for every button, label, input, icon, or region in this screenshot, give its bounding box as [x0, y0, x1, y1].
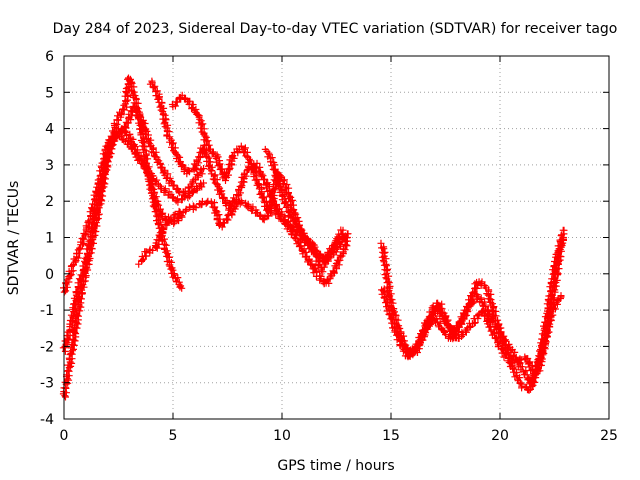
series-markers [103, 132, 207, 206]
series-track-8 [261, 145, 347, 265]
series-track-12 [400, 292, 565, 379]
y-tick-label: -4 [40, 412, 54, 428]
y-tick-labels: -4 -3 -2 -1 0 1 2 3 4 5 6 [40, 49, 54, 428]
y-tick-label: 5 [45, 85, 54, 101]
y-axis-label: SDTVAR / TECUs [6, 181, 22, 296]
x-tick-label: 20 [491, 428, 509, 444]
x-tick-labels: 0 5 10 15 20 25 [60, 428, 618, 444]
series-track-7 [207, 197, 351, 288]
data-series [59, 74, 568, 401]
grid-lines [64, 56, 609, 419]
x-tick-label: 5 [169, 428, 178, 444]
y-tick-label: 0 [45, 267, 54, 283]
series-markers [135, 197, 212, 268]
y-tick-label: -1 [40, 303, 54, 319]
axis-ticks [63, 55, 610, 420]
series-track-4 [103, 132, 207, 206]
y-tick-label: 1 [45, 231, 54, 247]
y-tick-label: 6 [45, 49, 54, 65]
series-markers [261, 145, 347, 265]
chart-title: Day 284 of 2023, Sidereal Day-to-day VTE… [53, 21, 618, 37]
x-tick-label: 10 [273, 428, 291, 444]
x-tick-label: 25 [600, 428, 618, 444]
series-markers [207, 197, 351, 288]
series-track-9 [135, 197, 212, 268]
x-axis-label: GPS time / hours [277, 458, 394, 474]
y-tick-label: 3 [45, 158, 54, 174]
y-tick-label: -2 [40, 339, 54, 355]
y-tick-label: 4 [45, 122, 54, 138]
x-tick-label: 0 [60, 428, 69, 444]
y-tick-label: 2 [45, 194, 54, 210]
x-tick-label: 15 [382, 428, 400, 444]
y-tick-label: -3 [40, 376, 54, 392]
series-markers [400, 292, 565, 379]
